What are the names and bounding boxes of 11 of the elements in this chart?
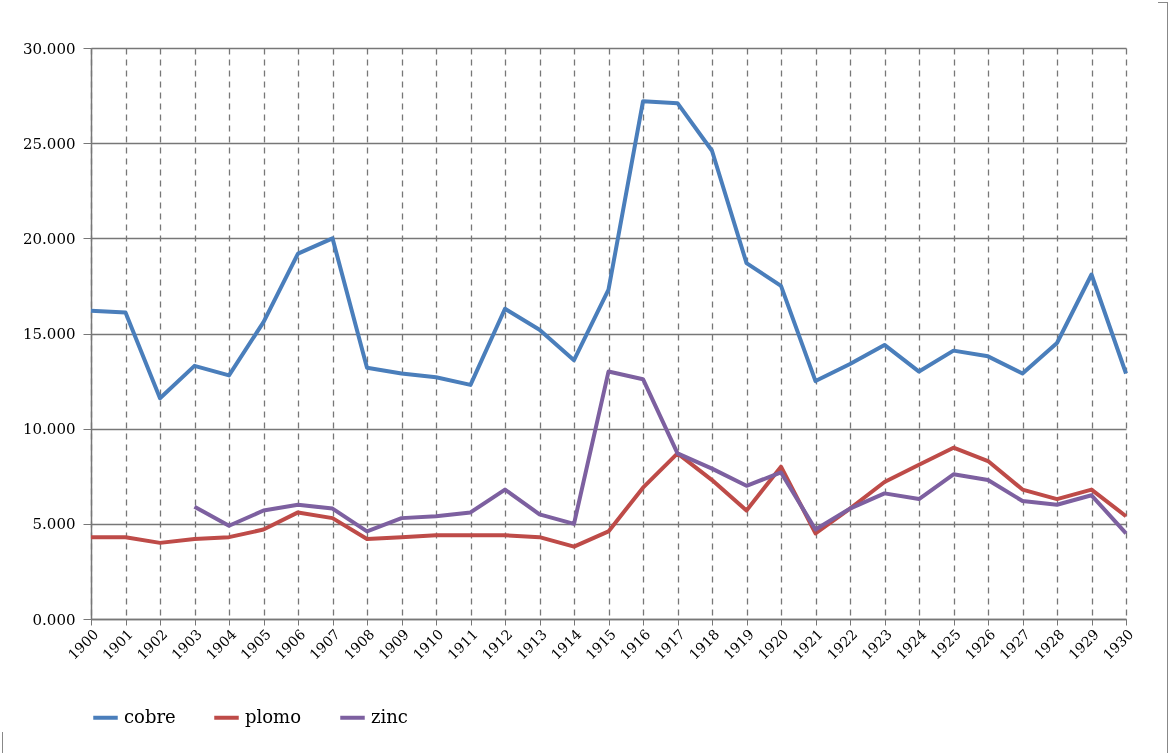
- y-tick-label: 5.000: [32, 515, 76, 534]
- line-series: [192, 369, 1128, 536]
- y-tick-label: 20.000: [23, 229, 76, 248]
- y-tick-label: 15.000: [23, 325, 76, 343]
- y-tick-label: 25.000: [23, 134, 76, 153]
- legend-label: cobre: [124, 705, 176, 727]
- legend-label: zinc: [371, 705, 408, 727]
- y-tick-label: 30.000: [23, 39, 76, 58]
- legend-label: plomo: [245, 705, 302, 727]
- y-tick-label: 0.000: [32, 610, 76, 629]
- y-tick-label: 10.000: [23, 420, 76, 439]
